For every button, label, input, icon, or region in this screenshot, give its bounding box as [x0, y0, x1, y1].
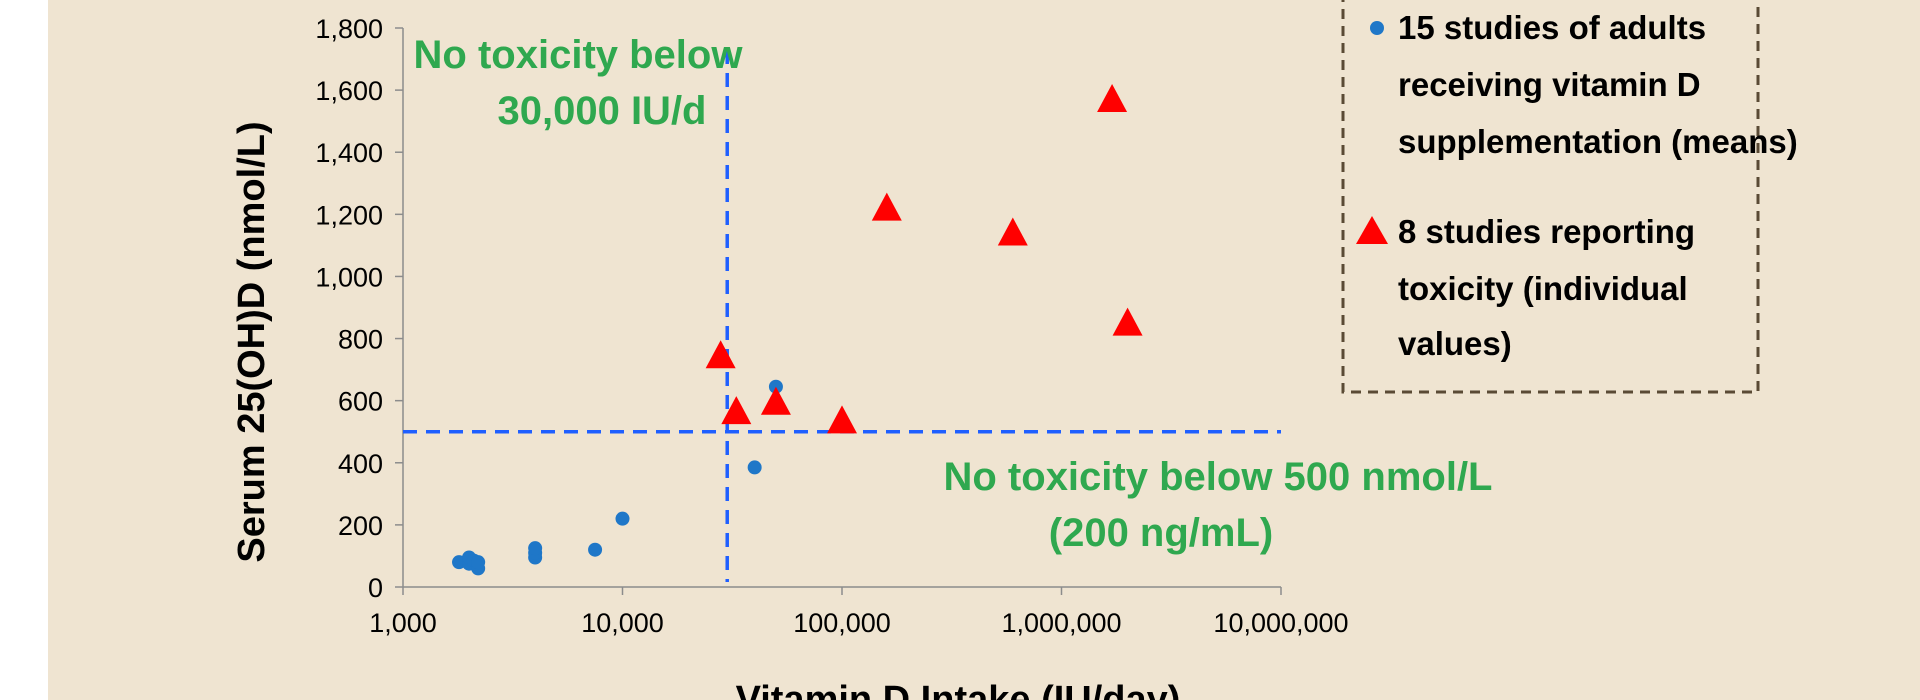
data-point-triangle [827, 405, 857, 434]
legend-triangle-label-line-1: 8 studies reporting [1398, 213, 1695, 250]
data-point-triangle [871, 192, 902, 221]
y-tick-label: 800 [338, 325, 383, 355]
legend-circle-label-line-1: 15 studies of adults [1398, 9, 1706, 46]
legend-triangle-marker [1356, 216, 1388, 244]
data-point-circle [615, 511, 630, 526]
legend-box [1341, 0, 1760, 394]
chart-axes: 0 200 400 600 800 1,000 1,200 1,400 1,600 1,800 1,… [315, 14, 1348, 638]
legend-circle-label-line-3: supplementation (means) [1398, 123, 1798, 160]
data-point-triangle [721, 396, 752, 425]
y-tick-label: 1,000 [315, 262, 383, 292]
y-tick-label: 200 [338, 511, 383, 541]
y-tick-label: 1,200 [315, 200, 383, 230]
legend-circle-label-line-2: receiving vitamin D [1398, 66, 1701, 103]
data-point-triangle [705, 340, 736, 369]
data-point-triangle [1097, 83, 1128, 112]
x-tick-label: 10,000 [581, 608, 664, 638]
horizontal-threshold-label-line-1: No toxicity below 500 nmol/L [944, 455, 1493, 499]
data-point-circle [768, 379, 783, 394]
vertical-threshold-label-line-2: 30,000 IU/d [497, 89, 706, 133]
data-point-circle [471, 555, 486, 570]
vertical-threshold-label-line-1: No toxicity below [414, 33, 744, 77]
data-point-circle [747, 460, 762, 475]
x-axis-title: Vitamin D Intake (IU/day) [736, 679, 1181, 700]
data-point-circle [588, 542, 603, 557]
y-tick-label: 400 [338, 449, 383, 479]
x-tick-label: 10,000,000 [1213, 608, 1348, 638]
y-axis-title: Serum 25(OH)D (nmol/L) [231, 121, 273, 562]
y-tick-label: 1,600 [315, 76, 383, 106]
legend-triangle-label-line-3: values) [1398, 325, 1512, 362]
data-point-triangle [1112, 307, 1143, 336]
x-tick-label: 100,000 [793, 608, 891, 638]
legend-circle-marker [1370, 21, 1384, 35]
legend: 15 studies of adults receiving vitamin D… [1341, 0, 1798, 394]
legend-triangle-label-line-2: toxicity (individual [1398, 270, 1688, 307]
data-point-triangle [997, 217, 1028, 246]
data-point-circle [528, 541, 543, 556]
chart-background-panel [48, 0, 1920, 700]
data-points [452, 83, 1143, 576]
y-tick-label: 0 [368, 573, 383, 603]
data-point-triangle [760, 386, 791, 415]
y-tick-label: 1,800 [315, 14, 383, 44]
x-tick-label: 1,000,000 [1001, 608, 1121, 638]
x-tick-label: 1,000 [369, 608, 437, 638]
horizontal-threshold-label-line-2: (200 ng/mL) [1049, 511, 1273, 555]
y-tick-label: 600 [338, 387, 383, 417]
y-tick-label: 1,400 [315, 138, 383, 168]
